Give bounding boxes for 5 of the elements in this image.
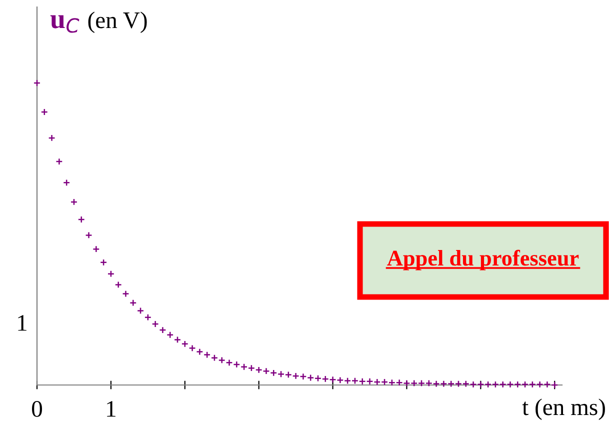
x-tick-label: 0: [32, 400, 42, 417]
y-axis-title: u$_{C}$ (en V): [50, 12, 147, 34]
annotation: Appel du professeur: [387, 250, 579, 270]
x-axis-title: t (en ms): [522, 398, 605, 420]
text: 1: [18, 315, 26, 331]
